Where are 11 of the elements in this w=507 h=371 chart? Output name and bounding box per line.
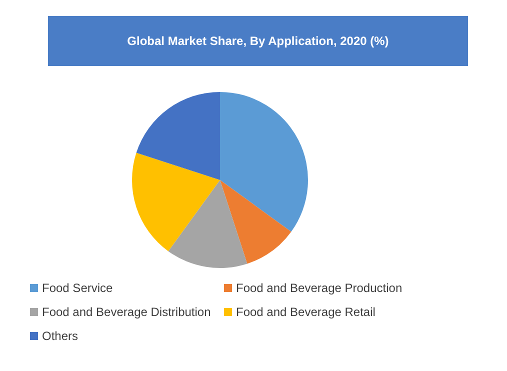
legend-label: Food and Beverage Retail <box>236 305 376 319</box>
chart-title: Global Market Share, By Application, 2020 (%) <box>48 16 468 66</box>
pie-slice <box>168 180 248 268</box>
legend-label: Food and Beverage Distribution <box>42 305 211 319</box>
pie-slice <box>220 92 308 232</box>
pie-slice <box>132 152 220 252</box>
pie-slice <box>136 92 220 180</box>
legend-label: Others <box>42 329 78 343</box>
legend-label: Food Service <box>42 281 113 295</box>
pie-slice <box>220 180 292 264</box>
legend-label: Food and Beverage Production <box>236 281 402 295</box>
